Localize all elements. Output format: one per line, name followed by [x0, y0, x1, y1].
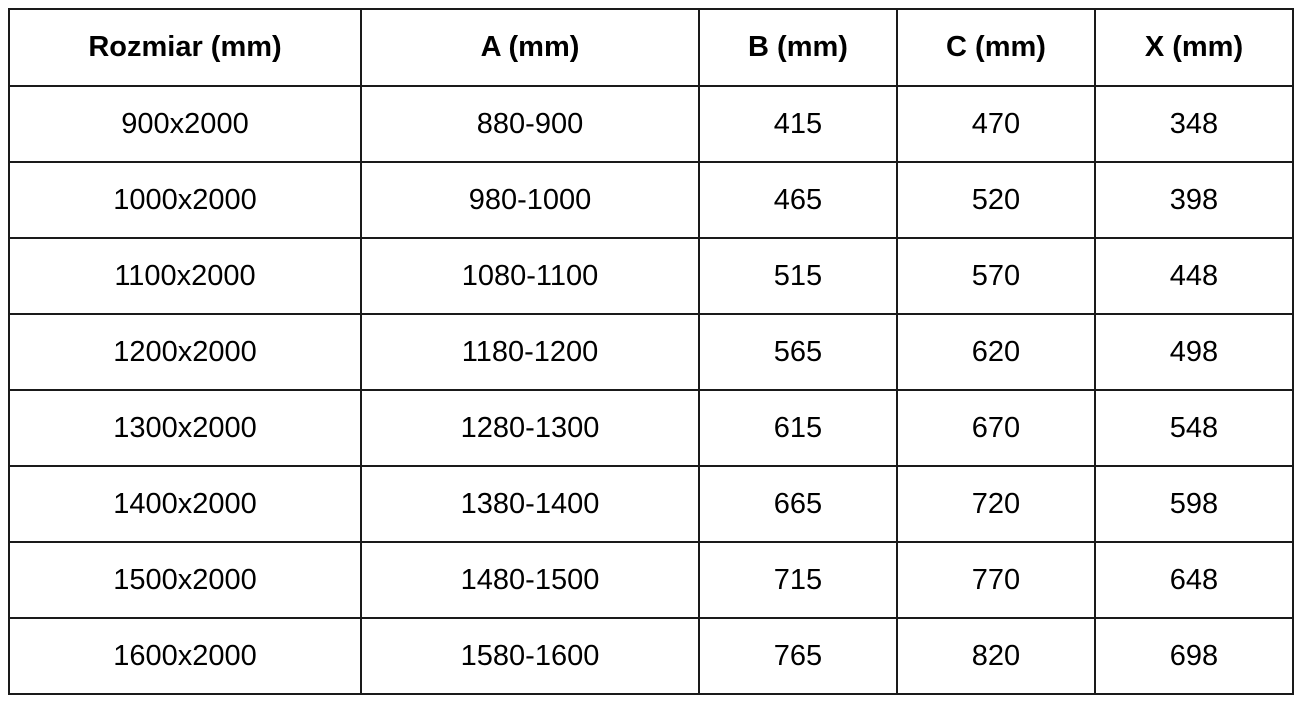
table-row: 1300x2000 1280-1300 615 670 548 — [8, 389, 1294, 467]
table-row: 1100x2000 1080-1100 515 570 448 — [8, 237, 1294, 315]
cell-x: 348 — [1094, 85, 1294, 163]
table-row: 1400x2000 1380-1400 665 720 598 — [8, 465, 1294, 543]
table-row: 900x2000 880-900 415 470 348 — [8, 85, 1294, 163]
cell-x: 648 — [1094, 541, 1294, 619]
cell-b: 615 — [698, 389, 898, 467]
table-row: 1600x2000 1580-1600 765 820 698 — [8, 617, 1294, 695]
cell-c: 520 — [896, 161, 1096, 239]
dimensions-table: Rozmiar (mm) A (mm) B (mm) C (mm) X (mm)… — [8, 8, 1294, 695]
cell-a: 1580-1600 — [360, 617, 700, 695]
cell-rozmiar: 900x2000 — [8, 85, 362, 163]
cell-x: 698 — [1094, 617, 1294, 695]
cell-x: 398 — [1094, 161, 1294, 239]
cell-rozmiar: 1600x2000 — [8, 617, 362, 695]
cell-x: 598 — [1094, 465, 1294, 543]
cell-a: 1180-1200 — [360, 313, 700, 391]
cell-b: 665 — [698, 465, 898, 543]
cell-c: 670 — [896, 389, 1096, 467]
cell-rozmiar: 1300x2000 — [8, 389, 362, 467]
cell-b: 715 — [698, 541, 898, 619]
header-row: Rozmiar (mm) A (mm) B (mm) C (mm) X (mm) — [8, 8, 1294, 87]
cell-a: 880-900 — [360, 85, 700, 163]
header-x: X (mm) — [1094, 8, 1294, 87]
cell-a: 1080-1100 — [360, 237, 700, 315]
cell-b: 565 — [698, 313, 898, 391]
cell-x: 498 — [1094, 313, 1294, 391]
header-rozmiar: Rozmiar (mm) — [8, 8, 362, 87]
cell-a: 980-1000 — [360, 161, 700, 239]
cell-rozmiar: 1400x2000 — [8, 465, 362, 543]
cell-a: 1380-1400 — [360, 465, 700, 543]
cell-c: 770 — [896, 541, 1096, 619]
header-c: C (mm) — [896, 8, 1096, 87]
table-row: 1500x2000 1480-1500 715 770 648 — [8, 541, 1294, 619]
cell-rozmiar: 1100x2000 — [8, 237, 362, 315]
cell-x: 548 — [1094, 389, 1294, 467]
cell-b: 415 — [698, 85, 898, 163]
cell-c: 820 — [896, 617, 1096, 695]
header-a: A (mm) — [360, 8, 700, 87]
table-row: 1000x2000 980-1000 465 520 398 — [8, 161, 1294, 239]
cell-b: 515 — [698, 237, 898, 315]
cell-b: 465 — [698, 161, 898, 239]
cell-c: 570 — [896, 237, 1096, 315]
cell-rozmiar: 1200x2000 — [8, 313, 362, 391]
cell-c: 720 — [896, 465, 1096, 543]
cell-c: 620 — [896, 313, 1096, 391]
table-row: 1200x2000 1180-1200 565 620 498 — [8, 313, 1294, 391]
cell-rozmiar: 1000x2000 — [8, 161, 362, 239]
cell-x: 448 — [1094, 237, 1294, 315]
cell-rozmiar: 1500x2000 — [8, 541, 362, 619]
header-b: B (mm) — [698, 8, 898, 87]
cell-c: 470 — [896, 85, 1096, 163]
cell-b: 765 — [698, 617, 898, 695]
cell-a: 1480-1500 — [360, 541, 700, 619]
cell-a: 1280-1300 — [360, 389, 700, 467]
